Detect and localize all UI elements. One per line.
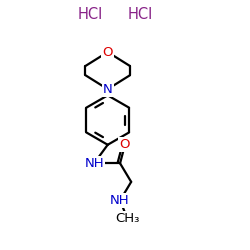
Text: HCl: HCl — [127, 8, 152, 22]
Text: N: N — [103, 83, 113, 96]
Text: HCl: HCl — [78, 8, 103, 22]
Text: CH₃: CH₃ — [115, 212, 140, 226]
Text: NH: NH — [110, 194, 130, 207]
Text: O: O — [102, 46, 113, 59]
Text: NH: NH — [84, 157, 104, 170]
Text: O: O — [119, 138, 130, 151]
